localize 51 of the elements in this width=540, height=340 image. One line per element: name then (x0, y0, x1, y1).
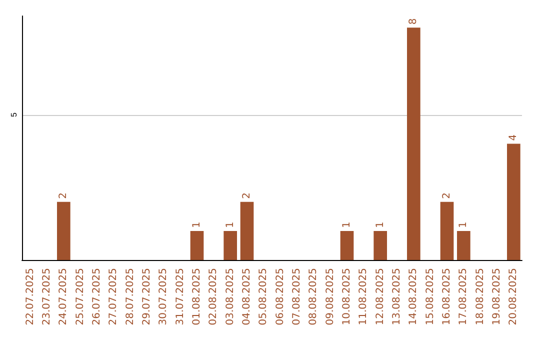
bar (224, 230, 237, 260)
x-tick-label: 03.08.2025 (224, 268, 236, 326)
bar (374, 230, 387, 260)
bar (507, 144, 520, 260)
data-label: 2 (242, 192, 252, 199)
data-label: 1 (458, 222, 470, 228)
x-tick-label: 30.07.2025 (158, 268, 170, 326)
x-tick-label: 06.08.2025 (274, 268, 286, 326)
x-tick-label: 19.08.2025 (492, 268, 502, 326)
bar (190, 230, 204, 260)
data-label: 2 (442, 192, 452, 199)
bar (440, 202, 454, 260)
x-tick-label: 23.07.2025 (42, 268, 52, 326)
data-label: 2 (58, 192, 70, 199)
x-tick-label: 01.08.2025 (192, 268, 202, 326)
bar (407, 28, 420, 260)
x-tick-label: 13.08.2025 (392, 268, 402, 326)
x-tick-label: 10.08.2025 (342, 268, 352, 326)
data-label: 4 (508, 134, 520, 141)
data-label: 1 (224, 222, 236, 228)
x-tick-label: 15.08.2025 (424, 268, 436, 326)
bar (57, 202, 70, 260)
x-tick-label: 02.08.2025 (208, 268, 220, 326)
x-tick-label: 26.07.2025 (92, 268, 102, 326)
x-tick-label: 24.07.2025 (58, 268, 70, 326)
data-label: 1 (374, 222, 386, 228)
x-tick-label: 07.08.2025 (292, 268, 302, 326)
x-tick-label: 17.08.2025 (458, 268, 470, 326)
x-tick-label: 14.08.2025 (408, 268, 420, 326)
x-tick-label: 31.07.2025 (174, 268, 186, 326)
x-tick-label: 25.07.2025 (74, 268, 86, 326)
x-tick-label: 28.07.2025 (124, 268, 136, 326)
x-tick-label: 12.08.2025 (374, 268, 386, 326)
y-tick-label: 5 (10, 112, 18, 117)
x-tick-label: 29.07.2025 (142, 268, 152, 326)
x-tick-label: 20.08.2025 (508, 268, 520, 326)
bar (340, 230, 354, 260)
bar (240, 202, 254, 260)
x-tick-label: 05.08.2025 (258, 268, 270, 326)
x-tick-label: 09.08.2025 (324, 268, 336, 326)
x-tick-label: 08.08.2025 (308, 268, 320, 326)
bar (457, 230, 470, 260)
x-tick-label: 22.07.2025 (24, 268, 36, 326)
data-label: 1 (192, 222, 202, 228)
data-label: 8 (408, 18, 420, 25)
x-tick-label: 18.08.2025 (474, 268, 486, 326)
x-tick-label: 16.08.2025 (442, 268, 452, 326)
data-label: 1 (342, 222, 352, 228)
x-tick-label: 11.08.2025 (358, 268, 370, 326)
x-tick-label: 04.08.2025 (242, 268, 252, 326)
x-tick-label: 27.07.2025 (108, 268, 120, 326)
